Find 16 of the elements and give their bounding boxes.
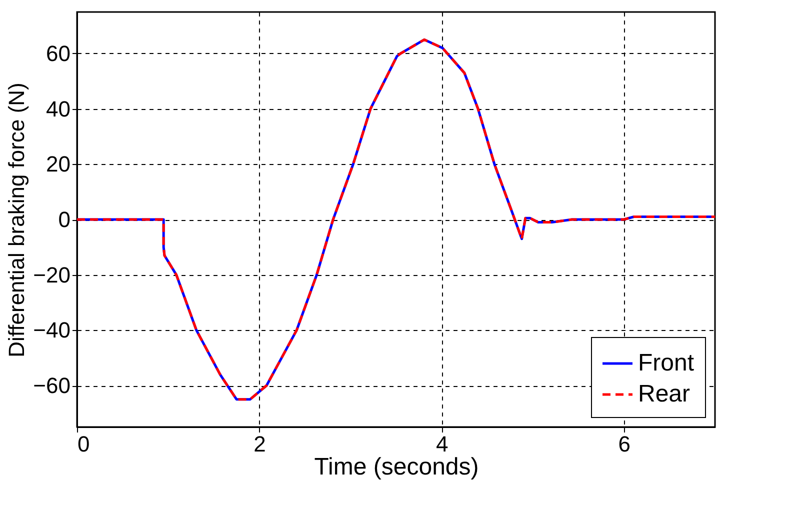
x-tick-label: 0 [78, 432, 90, 456]
y-tick-label: 40 [46, 96, 70, 122]
y-axis-title: Differential braking force (N) [4, 82, 30, 358]
legend-label: Rear [638, 380, 690, 408]
x-axis-title: Time (seconds) [314, 454, 479, 480]
y-tick-label: 60 [46, 41, 70, 66]
x-tick-label: 6 [618, 432, 630, 456]
y-tick-label: −20 [33, 262, 70, 288]
x-tick-label: 4 [436, 432, 448, 456]
x-tick-label: 2 [254, 432, 266, 456]
legend-label: Front [638, 350, 694, 376]
y-tick-label: −40 [33, 318, 70, 343]
y-tick-label: 20 [46, 152, 70, 177]
line-series [77, 38, 715, 401]
y-tick-label: 0 [58, 207, 70, 232]
y-tick-label: −60 [33, 373, 70, 398]
